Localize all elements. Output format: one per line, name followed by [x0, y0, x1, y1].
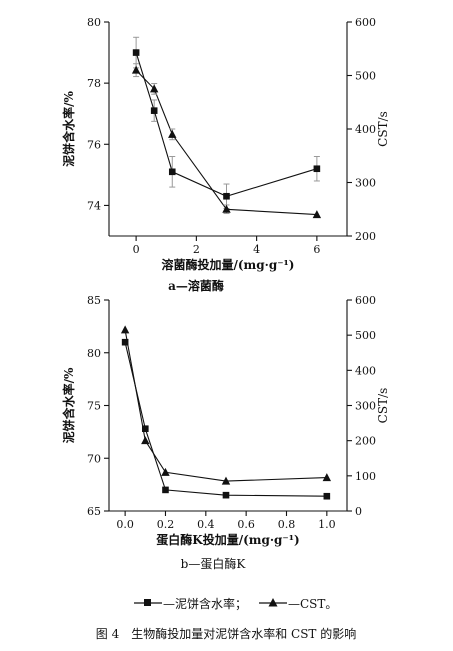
legend-triangle-marker [268, 598, 278, 607]
y-right-tick-label: 400 [355, 364, 376, 377]
point-square [150, 107, 158, 114]
x-tick-label: 4 [253, 243, 260, 256]
x-tick-label: 0.8 [278, 518, 296, 531]
point-square [223, 192, 230, 200]
series-line-square [135, 52, 318, 197]
y-left-tick-label: 80 [87, 347, 101, 360]
y-right-tick-label: 200 [355, 230, 376, 243]
point-triangle [168, 129, 177, 138]
y-right-tick-label: 600 [355, 294, 376, 307]
series-line-square [124, 342, 327, 497]
x-tick-label: 1.0 [318, 518, 336, 531]
point-square [168, 168, 176, 176]
point-triangle [221, 476, 231, 485]
chart-a-lysozyme: 0 2 4 6 74 76 78 80 200 300 400 500 600 溶菌酶投加量/(mg·g⁻… [61, 16, 390, 272]
legend-square-label: —泥饼含水率； [163, 596, 247, 611]
y-right-tick-label: 200 [355, 435, 376, 448]
chart-b-caption: b—蛋白酶K [181, 556, 247, 571]
y-right-tick-label: 100 [355, 470, 376, 483]
point-triangle [222, 204, 231, 213]
point-square [132, 49, 140, 56]
legend-square-marker [144, 599, 151, 606]
x-tick-label: 0.4 [197, 518, 215, 531]
point-square [162, 486, 169, 494]
point-square [323, 492, 331, 500]
x-tick-label: 0.0 [116, 518, 134, 531]
x-axis-title: 溶菌酶投加量/(mg·g⁻¹) [162, 257, 295, 272]
y-left-tick-label: 74 [87, 199, 101, 212]
legend: —泥饼含水率； —CST。 [134, 596, 337, 611]
y-right-tick-label: 0 [355, 505, 362, 518]
y-left-tick-label: 78 [87, 77, 101, 90]
y-right-tick-label: 500 [355, 329, 376, 342]
x-tick-label: 6 [313, 243, 320, 256]
y-left-tick-label: 85 [87, 294, 101, 307]
x-tick-label: 0 [133, 243, 140, 256]
y-left-tick-label: 70 [87, 452, 101, 465]
point-square [313, 165, 321, 173]
y-left-tick-label: 80 [87, 16, 101, 29]
y-right-tick-label: 300 [355, 400, 376, 413]
legend-triangle-label: —CST。 [288, 597, 337, 611]
x-axis-title: 蛋白酶K投加量/(mg·g⁻¹) [156, 532, 299, 547]
y-right-tick-label: 600 [355, 16, 376, 29]
x-tick-label: 0.6 [237, 518, 255, 531]
point-square [142, 425, 149, 433]
y-left-axis-title: 泥饼含水率/% [61, 367, 76, 443]
y-left-tick-label: 65 [87, 505, 101, 518]
y-right-tick-label: 400 [355, 123, 376, 136]
point-triangle [312, 210, 322, 219]
x-tick-label: 2 [193, 243, 200, 256]
x-tick-label: 0.2 [157, 518, 175, 531]
point-triangle [141, 436, 150, 445]
point-triangle [120, 325, 130, 334]
point-square [121, 338, 129, 346]
chart-a-caption: a—溶菌酶 [168, 278, 224, 293]
point-triangle [161, 467, 170, 476]
y-right-axis-title: CST/s [376, 111, 390, 147]
point-square [222, 491, 230, 499]
y-right-tick-label: 300 [355, 177, 376, 190]
y-left-tick-label: 75 [87, 400, 101, 413]
y-left-axis-title: 泥饼含水率/% [61, 91, 76, 167]
point-triangle [322, 473, 332, 482]
point-triangle [149, 84, 159, 93]
chart-b-proteinase-k: 0.0 0.2 0.4 0.6 0.8 1.0 65 70 75 80 85 0 100 200 300 40… [61, 294, 390, 547]
figure-caption: 图 4 生物酶投加量对泥饼含水率和 CST 的影响 [96, 626, 357, 641]
y-left-tick-label: 76 [87, 138, 101, 151]
y-right-tick-label: 500 [355, 70, 376, 83]
y-right-axis-title: CST/s [376, 388, 390, 424]
point-triangle [131, 65, 141, 74]
